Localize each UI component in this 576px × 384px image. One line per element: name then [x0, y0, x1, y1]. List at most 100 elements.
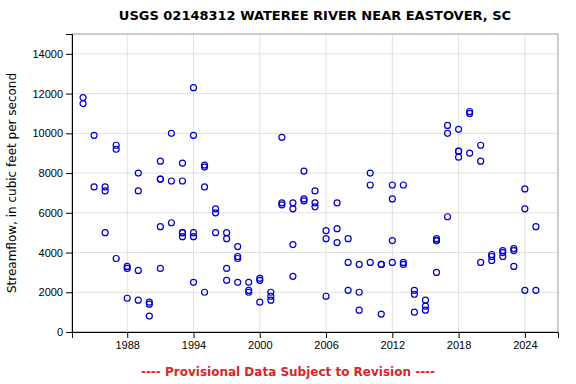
point — [312, 188, 318, 194]
point — [146, 301, 152, 307]
y-axis-tick-label: 12000 — [32, 88, 63, 100]
point — [191, 132, 197, 138]
point — [235, 279, 241, 285]
point — [102, 188, 108, 194]
point — [445, 122, 451, 128]
x-axis-tick: 2012 — [381, 332, 405, 351]
chart-svg: 1988199420002006201220182024020004000600… — [0, 0, 576, 384]
x-axis-tick-label: 2012 — [381, 339, 405, 351]
points — [80, 85, 539, 319]
point — [378, 311, 384, 317]
point — [400, 261, 406, 267]
point — [467, 110, 473, 116]
point — [279, 202, 285, 208]
y-axis-tick-mark — [66, 253, 72, 254]
point — [91, 184, 97, 190]
point — [157, 158, 163, 164]
point — [80, 101, 86, 107]
point — [202, 289, 208, 295]
point — [411, 291, 417, 297]
point — [135, 188, 141, 194]
footnote: ---- Provisional Data Subject to Revisio… — [141, 365, 435, 379]
point — [511, 248, 517, 254]
point — [478, 158, 484, 164]
x-axis-tick-label: 1994 — [182, 339, 206, 351]
y-axis-tick-label: 4000 — [39, 247, 63, 259]
x-axis-tick-label: 2006 — [314, 339, 338, 351]
y-axis-tick-mark — [66, 94, 72, 95]
point — [124, 295, 130, 301]
point — [157, 176, 163, 182]
grid-line-y — [72, 292, 558, 293]
y-axis-domain — [66, 35, 73, 333]
x-axis-tick-mark — [127, 332, 128, 338]
point — [478, 142, 484, 148]
point — [323, 236, 329, 242]
point — [411, 309, 417, 315]
y-axis-tick: 2000 — [39, 286, 72, 298]
grid-line-y — [72, 252, 558, 253]
point — [102, 230, 108, 236]
point — [202, 184, 208, 190]
point — [312, 204, 318, 210]
point — [389, 238, 395, 244]
point — [157, 265, 163, 271]
point — [456, 148, 462, 154]
point — [345, 287, 351, 293]
x-axis: 1988199420002006201220182024 — [73, 332, 559, 351]
x-axis-tick-mark — [326, 332, 327, 338]
point — [290, 273, 296, 279]
point — [533, 224, 539, 230]
point — [290, 242, 296, 248]
point — [124, 265, 130, 271]
point — [445, 214, 451, 220]
point — [511, 263, 517, 269]
point — [478, 259, 484, 265]
grid — [72, 34, 558, 332]
grid-line-x — [326, 34, 327, 332]
y-axis-tick-label: 0 — [57, 326, 63, 338]
y-axis-tick-mark — [66, 173, 72, 174]
y-axis-tick-label: 8000 — [39, 167, 63, 179]
x-axis-domain — [73, 333, 559, 339]
grid-line-x — [458, 34, 459, 332]
point — [246, 279, 252, 285]
point — [202, 164, 208, 170]
grid-line-x — [259, 34, 260, 332]
point — [91, 132, 97, 138]
point — [179, 160, 185, 166]
grid-line-x — [193, 34, 194, 332]
y-axis-tick-mark — [66, 292, 72, 293]
x-axis-tick-mark — [260, 332, 261, 338]
point — [80, 95, 86, 101]
point — [434, 269, 440, 275]
y-axis-tick-label: 6000 — [39, 207, 63, 219]
point — [445, 130, 451, 136]
y-axis-tick-label: 14000 — [32, 48, 63, 60]
point — [157, 224, 163, 230]
y-axis-tick-mark — [66, 133, 72, 134]
point — [456, 148, 462, 154]
grid-line-y — [72, 93, 558, 94]
point — [179, 178, 185, 184]
y-axis-tick-mark — [66, 54, 72, 55]
point — [290, 200, 296, 206]
grid-line-y — [72, 173, 558, 174]
y-axis-tick-mark — [66, 213, 72, 214]
x-axis-tick: 1988 — [115, 332, 139, 351]
point — [257, 277, 263, 283]
x-axis-tick-mark — [194, 332, 195, 338]
plot-frame — [72, 34, 558, 332]
point — [522, 186, 528, 192]
y-axis: 02000400060008000100001200014000 — [32, 35, 72, 339]
point — [224, 265, 230, 271]
x-axis-tick-mark — [392, 332, 393, 338]
point — [356, 289, 362, 295]
y-axis-tick: 12000 — [32, 88, 72, 100]
y-axis-tick: 14000 — [32, 48, 72, 60]
point — [191, 279, 197, 285]
point — [179, 234, 185, 240]
point — [489, 257, 495, 263]
point — [367, 182, 373, 188]
y-axis-tick-label: 2000 — [39, 286, 63, 298]
